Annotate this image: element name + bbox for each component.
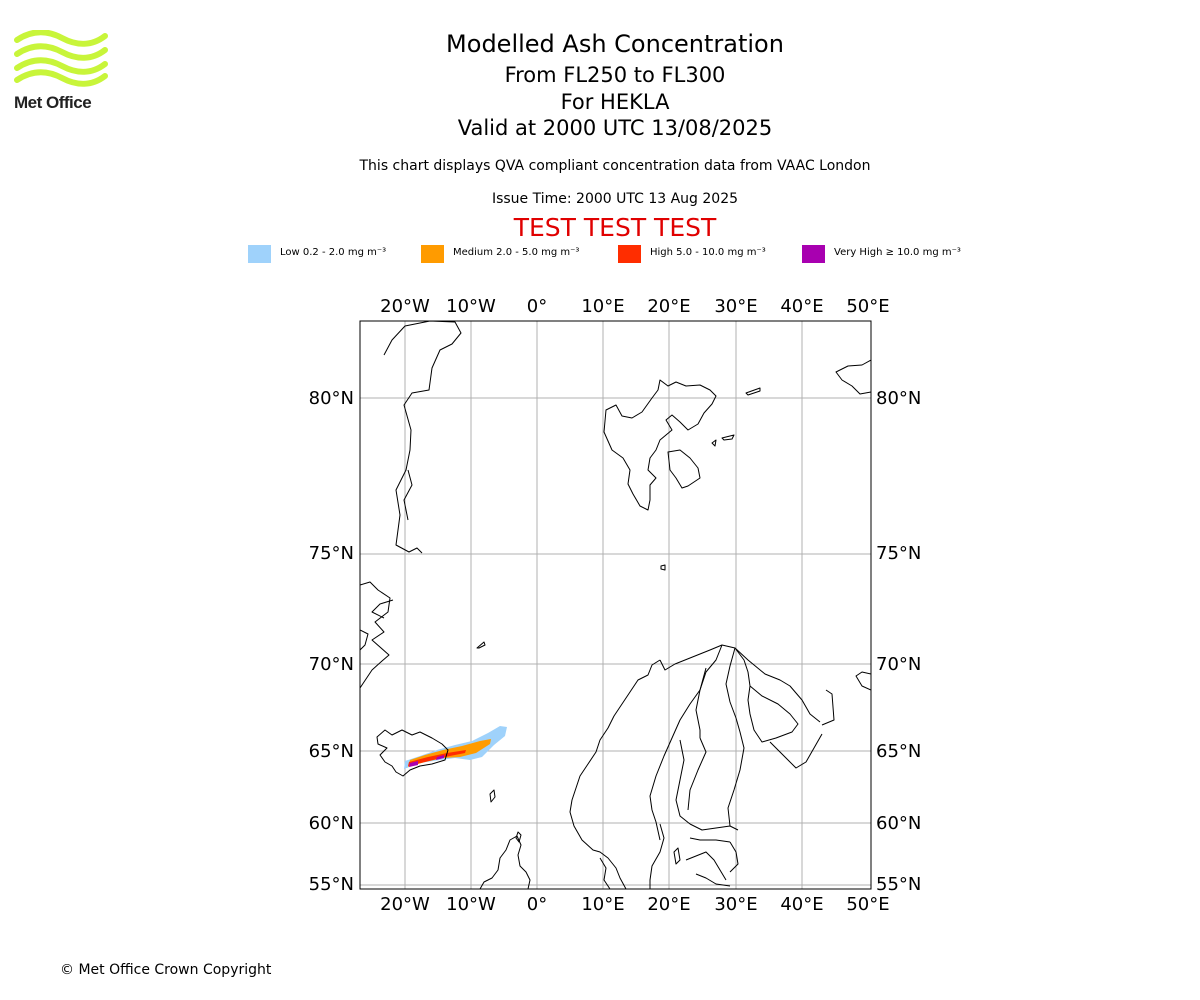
coast-white-sea xyxy=(769,733,823,769)
coast-bothnia-west xyxy=(675,739,691,825)
lat-left-label: 80°N xyxy=(309,388,354,409)
lat-right-label: 55°N xyxy=(876,874,921,895)
coast-norway-northwest xyxy=(569,659,661,889)
legend-label-very-high: Very High ≥ 10.0 mg m⁻³ xyxy=(834,247,961,258)
border-norway-sweden xyxy=(649,644,723,841)
lat-right-label: 60°N xyxy=(876,813,921,834)
lon-bottom-label: 10°W xyxy=(446,894,496,915)
lat-right-label: 65°N xyxy=(876,741,921,762)
coast-greenland-southeast xyxy=(360,629,369,651)
lon-bottom-label: 10°E xyxy=(581,894,624,915)
coast-baltic-west xyxy=(649,823,665,889)
coast-norway-west xyxy=(659,644,821,723)
lon-top-label: 0° xyxy=(527,296,547,317)
coast-greenland-north xyxy=(383,321,462,554)
ash-plume xyxy=(404,726,507,769)
legend-swatch-very-high xyxy=(802,245,825,263)
coast-greenland-fjord xyxy=(403,469,413,521)
coast-kola-peninsula xyxy=(747,685,799,743)
lat-left-label: 75°N xyxy=(309,543,354,564)
map-gridlines xyxy=(360,321,871,889)
lon-top-label: 20°W xyxy=(380,296,430,317)
lon-bottom-label: 20°E xyxy=(647,894,690,915)
coast-bear-island xyxy=(660,564,666,571)
coast-denmark xyxy=(599,857,611,889)
map-frame xyxy=(359,320,872,890)
legend-label-high: High 5.0 - 10.0 mg m⁻³ xyxy=(650,247,766,258)
border-sweden-finland xyxy=(695,667,707,738)
coast-small-island-1 xyxy=(721,434,735,441)
coast-bothnia-east xyxy=(687,737,707,811)
coast-finland-south xyxy=(689,823,739,831)
lat-left-label: 65°N xyxy=(309,741,354,762)
coast-scotland xyxy=(479,835,531,889)
volcano-name: For HEKLA xyxy=(560,90,670,114)
lon-bottom-label: 0° xyxy=(527,894,547,915)
concentration-legend: Low 0.2 - 2.0 mg m⁻³ Medium 2.0 - 5.0 mg… xyxy=(0,242,1200,266)
legend-label-low: Low 0.2 - 2.0 mg m⁻³ xyxy=(280,247,387,258)
issue-time: Issue Time: 2000 UTC 13 Aug 2025 xyxy=(491,191,739,207)
lat-right-label: 80°N xyxy=(876,388,921,409)
lat-left-label: 60°N xyxy=(309,813,354,834)
ash-very-high-region xyxy=(436,755,444,760)
lon-bottom-label: 30°E xyxy=(714,894,757,915)
lon-top-label: 10°W xyxy=(446,296,496,317)
flight-level-range: From FL250 to FL300 xyxy=(504,63,726,87)
axis-labels: 20°W 10°W 0° 10°E 20°E 30°E 40°E 50°E 20… xyxy=(309,296,922,915)
coast-small-island-2 xyxy=(711,439,717,447)
country-borders xyxy=(649,644,751,873)
coast-latvia xyxy=(685,851,727,881)
coast-nordaustlandet xyxy=(667,449,701,489)
coast-greenland-east xyxy=(360,581,391,689)
chart-description: This chart displays QVA compliant concen… xyxy=(359,158,871,174)
border-norway-russia xyxy=(734,647,751,687)
logo-text: Met Office xyxy=(14,93,91,112)
lat-left-label: 70°N xyxy=(309,654,354,675)
lon-bottom-label: 20°W xyxy=(380,894,430,915)
border-finland-russia xyxy=(725,647,745,827)
coast-gotland xyxy=(673,847,681,865)
chart-title: Modelled Ash Concentration xyxy=(446,30,784,58)
legend-swatch-high xyxy=(618,245,641,263)
legend-swatch-low xyxy=(248,245,271,263)
valid-time: Valid at 2000 UTC 13/08/2025 xyxy=(457,116,773,140)
coast-greenland-inner xyxy=(371,599,394,619)
lon-top-label: 10°E xyxy=(581,296,624,317)
coast-estonia xyxy=(689,837,731,843)
lon-top-label: 50°E xyxy=(846,296,889,317)
lon-top-label: 20°E xyxy=(647,296,690,317)
coast-lithuania xyxy=(695,873,731,887)
coast-jan-mayen xyxy=(476,641,486,649)
legend-swatch-medium xyxy=(421,245,444,263)
coast-faroe xyxy=(489,789,496,803)
lon-top-label: 40°E xyxy=(780,296,823,317)
coast-kolguev xyxy=(855,671,871,691)
lon-bottom-label: 50°E xyxy=(846,894,889,915)
coast-svalbard xyxy=(603,379,717,511)
met-office-logo: Met Office xyxy=(14,30,108,112)
coast-novaya-zemlya xyxy=(835,359,871,395)
coast-white-sea-east xyxy=(821,689,835,726)
test-banner: TEST TEST TEST xyxy=(513,213,717,242)
copyright-notice: © Met Office Crown Copyright xyxy=(60,962,272,978)
border-estonia-russia xyxy=(729,841,739,873)
lat-right-label: 70°N xyxy=(876,654,921,675)
lon-top-label: 30°E xyxy=(714,296,757,317)
coast-iceland xyxy=(376,729,449,777)
lat-right-label: 75°N xyxy=(876,543,921,564)
legend-label-medium: Medium 2.0 - 5.0 mg m⁻³ xyxy=(453,247,580,258)
lon-bottom-label: 40°E xyxy=(780,894,823,915)
coast-kvitoya xyxy=(745,387,761,396)
ash-very-high-region xyxy=(409,761,418,767)
coastlines xyxy=(360,321,871,889)
lat-left-label: 55°N xyxy=(309,874,354,895)
